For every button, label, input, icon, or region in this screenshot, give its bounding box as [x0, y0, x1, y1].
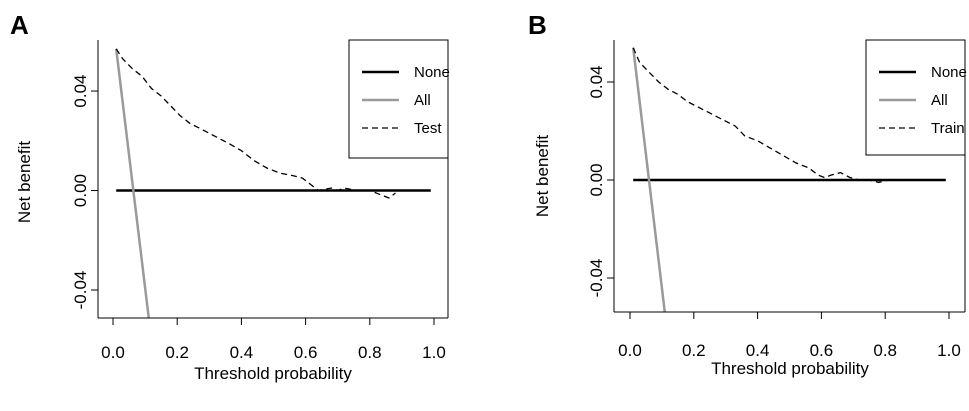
legend-label-none: None [931, 64, 967, 81]
series-line-train [632, 47, 905, 184]
y-tick-label: 0.00 [71, 174, 90, 207]
x-axis-title: Threshold probability [194, 364, 352, 383]
x-tick-label: 0.0 [101, 343, 125, 362]
x-tick-label: 0.4 [230, 343, 254, 362]
y-tick-label: 0.04 [71, 74, 90, 107]
series-line-all [631, 47, 667, 312]
series-group [114, 48, 431, 318]
legend-label-none: None [414, 64, 450, 81]
x-tick-label: 1.0 [422, 343, 446, 362]
legend-label-all: All [931, 92, 948, 109]
x-tick-label: 0.2 [682, 341, 706, 360]
x-tick-label: 0.6 [810, 341, 834, 360]
panel-label: A [10, 10, 29, 40]
x-tick-label: 0.6 [294, 343, 318, 362]
y-axis-title: Net benefit [533, 135, 552, 217]
panel-B: B 0.0 0.2 0.4 0.6 0.8 1.0 -0.04 0.00 0.04 Threshol… [528, 10, 967, 378]
panel-label: B [528, 10, 547, 40]
x-tick-label: 1.0 [937, 341, 961, 360]
legend: None All Train [865, 39, 967, 156]
x-tick-label: 0.2 [165, 343, 189, 362]
y-tick-label: -0.04 [587, 259, 606, 298]
legend-label-test: Test [414, 120, 442, 137]
series-line-all [114, 48, 151, 318]
y-axis-title: Net benefit [15, 141, 34, 223]
x-tick-label: 0.4 [746, 341, 770, 360]
series-line-test [115, 48, 396, 199]
legend-label-all: All [414, 92, 431, 109]
legend-label-train: Train [931, 120, 965, 137]
series-group [631, 47, 946, 312]
x-tick-label: 0.8 [358, 343, 382, 362]
x-axis-title: Threshold probability [711, 359, 869, 378]
y-tick-label: 0.04 [587, 65, 606, 98]
x-tick-label: 0.0 [618, 341, 642, 360]
legend: None All Test [348, 39, 450, 159]
x-tick-label: 0.8 [873, 341, 897, 360]
y-tick-label: -0.04 [71, 271, 90, 310]
legend-box [865, 39, 966, 156]
panel-A: A 0.0 0.2 0.4 0.6 0.8 1.0 -0.04 0.00 0.04 Threshol… [10, 10, 450, 383]
y-tick-label: 0.00 [587, 163, 606, 196]
